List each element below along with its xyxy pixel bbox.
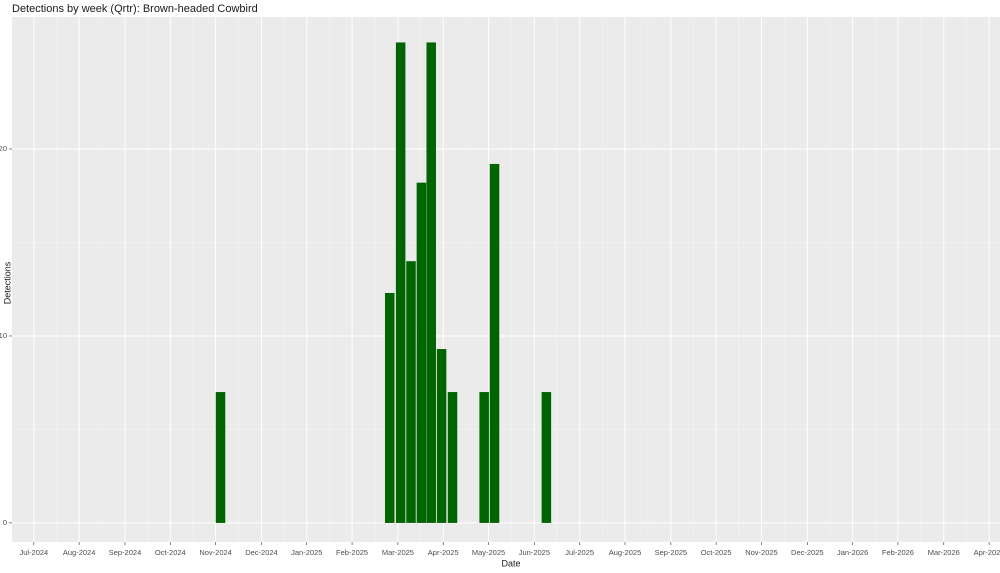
y-tick-label: 20 [0,144,7,153]
bar [426,42,436,523]
x-tick-label: Sep-2025 [655,548,688,557]
chart-title: Detections by week (Qrtr): Brown-headed … [12,3,258,15]
x-tick-label: Sep-2024 [109,548,142,557]
bar [215,392,226,523]
bar [406,261,416,523]
x-axis-title: Date [501,558,520,568]
bar [541,392,552,523]
x-tick-label: Mar-2026 [928,548,960,557]
y-tick-label: 0 [3,518,7,527]
x-tick-label: Jan-2026 [837,548,868,557]
x-tick-label: Feb-2026 [882,548,914,557]
y-axis-title: Detections [2,261,12,304]
x-tick-label: Dec-2025 [791,548,824,557]
x-tick-label: Jun-2025 [519,548,550,557]
x-tick-label: Nov-2025 [745,548,778,557]
x-tick-label: Aug-2025 [609,548,642,557]
bar [384,292,395,523]
x-tick-label: Apr-2025 [428,548,459,557]
x-tick-label: Aug-2024 [63,548,96,557]
bar [479,392,489,523]
x-tick-label: Jul-2024 [19,548,48,557]
bar [395,42,406,523]
x-tick-label: Nov-2024 [199,548,232,557]
x-tick-label: Dec-2024 [245,548,278,557]
bar [416,182,427,523]
bar [436,349,447,523]
x-tick-label: Feb-2025 [336,548,368,557]
x-tick-label: Oct-2025 [701,548,732,557]
x-tick-label: May-2025 [472,548,505,557]
y-tick-label: 10 [0,331,7,340]
bar [447,392,458,523]
x-tick-label: Jan-2025 [291,548,322,557]
x-tick-label: Oct-2024 [155,548,186,557]
x-tick-label: Mar-2025 [382,548,414,557]
x-tick-label: Jul-2025 [565,548,594,557]
panel [12,17,1000,542]
bar [489,163,500,523]
x-tick-label: Apr-2026 [974,548,1000,557]
